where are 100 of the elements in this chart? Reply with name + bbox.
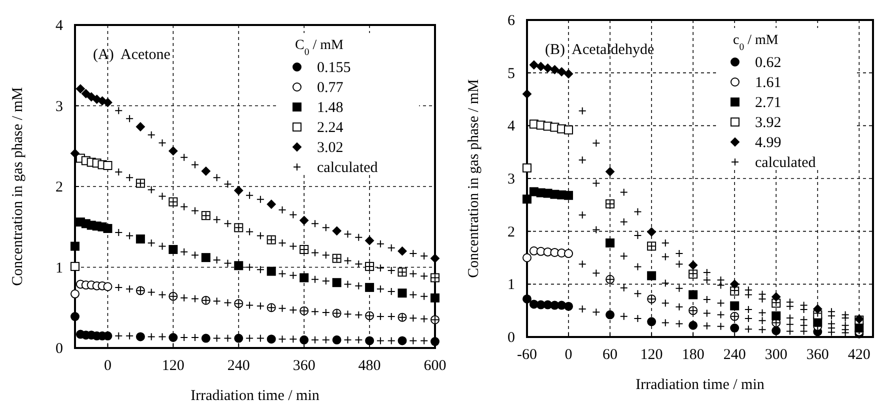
legend-label: 3.92 [755, 115, 782, 131]
point [365, 282, 374, 292]
legend-label: 2.24 [317, 120, 344, 136]
point [606, 238, 615, 248]
point [529, 60, 538, 70]
point [647, 271, 656, 280]
point [730, 324, 740, 333]
point [332, 335, 342, 344]
y-axis-title: Concentration in gas phase / mM [10, 87, 26, 286]
point [201, 166, 210, 176]
point [606, 310, 615, 320]
point [522, 294, 532, 304]
point [70, 262, 80, 271]
point [70, 312, 80, 322]
point [550, 65, 560, 74]
point [564, 190, 574, 200]
point [522, 163, 532, 172]
y-tick-label: 0 [508, 330, 515, 346]
point [168, 333, 178, 342]
point [266, 266, 276, 276]
y-tick-label: 3 [508, 172, 515, 188]
x-tick-label: 480 [358, 358, 381, 374]
point [70, 289, 80, 298]
point [168, 244, 178, 254]
x-tick-label: 420 [848, 347, 870, 363]
point [398, 246, 407, 256]
point [398, 336, 407, 346]
x-tick-label: 0 [104, 358, 112, 374]
point [300, 335, 309, 344]
point [730, 280, 740, 289]
point [168, 146, 178, 156]
x-tick-label: -60 [517, 347, 537, 363]
point [688, 290, 698, 300]
y-tick-label: 2 [56, 180, 63, 196]
point [430, 337, 440, 346]
text: (B) Acetaldehyde [545, 42, 654, 58]
point [234, 261, 244, 270]
point [70, 148, 80, 158]
x-tick-label: 240 [723, 347, 746, 363]
legend-label: 1.48 [317, 100, 344, 116]
point [103, 282, 112, 292]
y-tick-label: 5 [508, 66, 515, 82]
point [772, 326, 781, 336]
legend-label: calculated [317, 160, 378, 176]
legend-label: 2.71 [755, 95, 782, 111]
point [76, 84, 85, 94]
point [536, 62, 546, 71]
y-tick-label: 3 [56, 98, 63, 115]
x-tick-label: 120 [162, 358, 184, 374]
x-axis-title: Irradiation time / min [190, 388, 320, 404]
point [564, 302, 574, 311]
x-tick-label: 600 [424, 358, 446, 374]
x-axis-title: Irradiation time / min [636, 377, 765, 393]
point [103, 161, 112, 170]
point [772, 292, 781, 302]
legend-label: 3.02 [317, 140, 344, 156]
legend-label: calculated [755, 155, 816, 171]
point [234, 334, 244, 343]
legend-title: C$_{0}$ / mM [295, 38, 344, 58]
y-tick-label: 6 [508, 13, 516, 29]
point [201, 334, 210, 343]
point [365, 236, 374, 246]
legend-label: 4.99 [755, 135, 782, 151]
x-tick-label: 60 [602, 347, 618, 363]
point [103, 224, 112, 233]
point [103, 98, 112, 108]
point [332, 226, 342, 236]
y-tick-label: 4 [508, 118, 516, 135]
point [136, 332, 145, 342]
point [365, 336, 374, 346]
point [430, 293, 440, 302]
x-tick-label: 240 [227, 358, 250, 374]
point [522, 194, 532, 204]
y-tick-label: 1 [508, 277, 515, 294]
point [430, 254, 440, 263]
point [813, 304, 822, 314]
point [557, 67, 566, 76]
point [564, 69, 574, 78]
point [266, 200, 276, 209]
legend-label: 0.155 [317, 60, 351, 76]
point [266, 334, 276, 344]
legend-label: 0.77 [317, 80, 344, 96]
point [522, 253, 532, 262]
y-tick-label: 2 [508, 224, 515, 240]
x-tick-label: 360 [292, 358, 316, 374]
point [398, 288, 407, 298]
y-axis-title: Concentration in gas phase / mM [466, 79, 482, 278]
point [647, 317, 656, 326]
x-tick-label: 180 [682, 347, 704, 363]
legend-label: 0.62 [755, 55, 782, 71]
point [772, 311, 781, 320]
y-tick-label: 1 [56, 260, 63, 276]
point [543, 64, 552, 73]
text: (A) Acetone [93, 47, 171, 63]
point [647, 227, 656, 236]
x-tick-label: 360 [806, 347, 829, 363]
point [70, 242, 80, 251]
point [522, 89, 532, 98]
x-tick-label: 0 [564, 347, 572, 363]
legend-label: 1.61 [755, 75, 782, 91]
